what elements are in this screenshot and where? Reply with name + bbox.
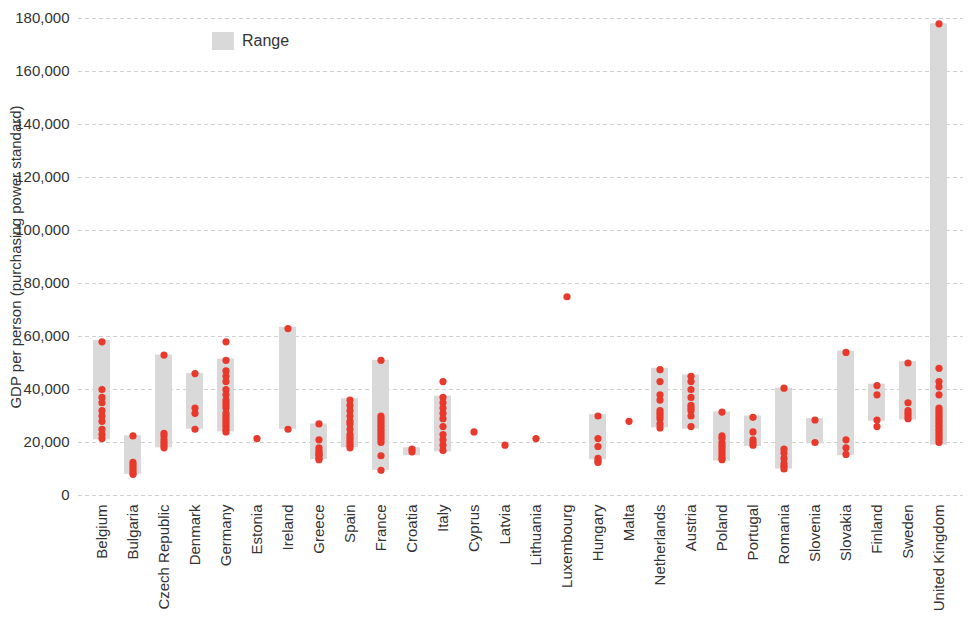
- svg-text:160,000: 160,000: [15, 62, 69, 79]
- svg-text:120,000: 120,000: [15, 168, 70, 186]
- svg-text:Cyprus: Cyprus: [465, 505, 482, 553]
- svg-text:Germany: Germany: [217, 504, 234, 566]
- svg-text:Hungary: Hungary: [589, 504, 606, 561]
- svg-text:Netherlands: Netherlands: [651, 505, 668, 586]
- svg-text:Slovakia: Slovakia: [837, 504, 854, 561]
- svg-text:Luxembourg: Luxembourg: [558, 505, 575, 588]
- svg-text:40,000: 40,000: [24, 380, 70, 397]
- svg-text:Croatia: Croatia: [403, 504, 420, 553]
- svg-text:Italy: Italy: [434, 504, 451, 532]
- svg-text:Czech Republic: Czech Republic: [155, 504, 172, 610]
- svg-text:Finland: Finland: [868, 505, 885, 554]
- svg-text:Latvia: Latvia: [496, 504, 513, 545]
- svg-text:United Kingdom: United Kingdom: [930, 505, 947, 612]
- svg-text:Belgium: Belgium: [93, 505, 110, 559]
- svg-text:140,000: 140,000: [15, 115, 70, 133]
- svg-text:100,000: 100,000: [15, 221, 70, 239]
- svg-text:Bulgaria: Bulgaria: [124, 504, 141, 560]
- svg-text:Slovenia: Slovenia: [806, 504, 823, 562]
- html-text:Range: Range: [242, 32, 290, 49]
- svg-text:Malta: Malta: [620, 504, 637, 541]
- svg-text:Estonia: Estonia: [248, 504, 265, 555]
- svg-text:Sweden: Sweden: [899, 505, 916, 559]
- svg-text:Austria: Austria: [682, 504, 699, 551]
- svg-text:0: 0: [61, 486, 69, 503]
- svg-text:20,000: 20,000: [24, 433, 70, 450]
- svg-text:80,000: 80,000: [24, 274, 70, 291]
- svg-text:Romania: Romania: [775, 504, 792, 565]
- svg-text:Portugal: Portugal: [744, 505, 761, 561]
- svg-text:Poland: Poland: [713, 505, 730, 552]
- svg-text:Lithuania: Lithuania: [527, 504, 544, 566]
- svg-text:Greece: Greece: [310, 505, 327, 554]
- svg-text:GDP per person (purchasing pow: GDP per person (purchasing power standar…: [7, 105, 24, 408]
- svg-text:Spain: Spain: [341, 505, 358, 543]
- svg-text:60,000: 60,000: [24, 327, 70, 344]
- svg-text:Denmark: Denmark: [186, 504, 203, 565]
- svg-text:France: France: [372, 505, 389, 552]
- svg-text:180,000: 180,000: [15, 9, 69, 26]
- svg-text:Ireland: Ireland: [279, 505, 296, 551]
